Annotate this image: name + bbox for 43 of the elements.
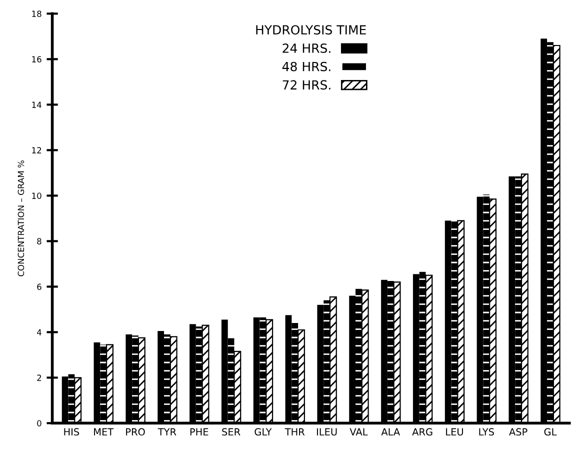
bar bbox=[132, 336, 138, 424]
bar bbox=[547, 42, 554, 424]
bar bbox=[292, 323, 298, 424]
bar bbox=[324, 300, 330, 424]
x-tick-label: MET bbox=[94, 428, 114, 436]
legend-title: HYDROLYSIS TIME bbox=[256, 25, 366, 35]
y-tick-label: 0 bbox=[37, 420, 42, 426]
y-axis-title: CONCENTRATION – GRAM % bbox=[18, 160, 24, 276]
y-tick-label: 16 bbox=[32, 56, 42, 62]
legend-label: 72 HRS. bbox=[282, 80, 330, 90]
x-tick-label: THR bbox=[284, 428, 305, 436]
legend-label: 48 HRS. bbox=[282, 62, 330, 72]
bar bbox=[100, 344, 107, 424]
legend-label: 24 HRS. bbox=[282, 43, 330, 53]
x-tick-label: PHE bbox=[190, 428, 208, 436]
x-tick-label: LEU bbox=[446, 428, 463, 436]
y-tick-label: 2 bbox=[37, 374, 42, 381]
y-tick-label: 10 bbox=[32, 192, 42, 199]
bar bbox=[483, 194, 490, 424]
x-tick-label: PRO bbox=[126, 428, 145, 436]
x-tick-label: HIS bbox=[64, 428, 80, 436]
y-tick-label: 18 bbox=[32, 10, 42, 17]
x-tick-label: ILEU bbox=[316, 428, 337, 436]
bar bbox=[515, 176, 522, 424]
x-tick-label: ALA bbox=[381, 428, 400, 436]
x-tick-label: GLY bbox=[254, 428, 272, 436]
x-tick-label: SER bbox=[222, 428, 240, 436]
bar bbox=[68, 374, 75, 424]
bar bbox=[356, 288, 362, 424]
x-tick-label: VAL bbox=[350, 428, 368, 436]
x-tick-label: LYS bbox=[479, 428, 494, 436]
bar bbox=[387, 280, 394, 424]
x-tick-label: ARG bbox=[412, 428, 432, 436]
y-tick-label: 14 bbox=[32, 102, 42, 108]
bar bbox=[164, 334, 170, 424]
x-tick-label: TYR bbox=[158, 428, 176, 436]
bar bbox=[196, 326, 202, 424]
y-tick-label: 6 bbox=[37, 284, 42, 290]
y-tick-label: 12 bbox=[32, 147, 42, 154]
x-tick-label: ASP bbox=[509, 428, 528, 436]
y-tick-label: 8 bbox=[37, 238, 42, 244]
x-tick-label: GL bbox=[544, 428, 557, 436]
y-tick-label: 4 bbox=[36, 329, 42, 336]
